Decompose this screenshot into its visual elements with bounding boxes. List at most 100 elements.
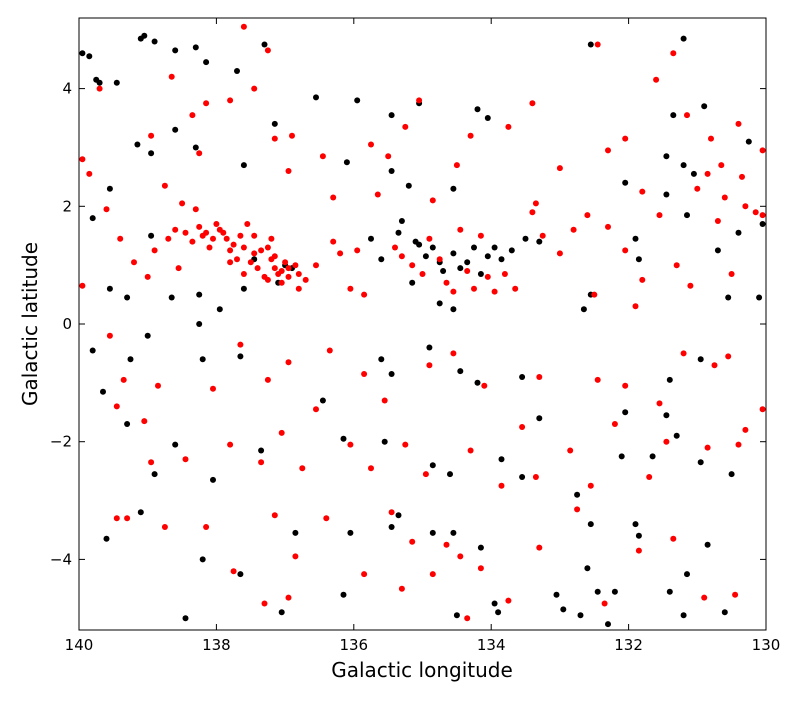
data-point [137,509,144,516]
data-point [103,535,110,542]
data-point [429,197,436,204]
data-point [594,376,601,383]
data-point [278,279,285,286]
data-point [491,244,498,251]
data-point [282,259,289,266]
data-point [240,162,247,169]
data-point [127,356,134,363]
data-point [429,462,436,469]
data-point [429,244,436,251]
data-point [203,59,210,66]
data-point [337,250,344,257]
y-tick-label: 0 [62,315,72,333]
data-point [752,209,759,216]
data-point [295,271,302,277]
data-point [742,203,749,210]
data-point [203,100,210,107]
x-tick-label: 134 [477,636,506,654]
data-point [591,291,598,298]
data-point [292,553,299,560]
data-point [361,571,368,578]
data-point [471,285,477,292]
data-point [86,53,93,60]
data-point [739,173,745,180]
data-point [340,591,347,598]
data-point [649,453,656,460]
x-tick-label: 136 [339,636,368,654]
data-point [587,41,594,48]
data-point [567,447,574,454]
data-point [745,138,752,145]
data-point [611,421,618,427]
data-point [622,382,629,389]
data-point [498,256,505,263]
data-point [656,400,663,407]
data-point [398,218,405,224]
data-point [663,191,670,198]
data-point [381,438,388,445]
data-point [113,515,120,522]
data-point [735,229,742,236]
data-point [694,185,701,192]
data-point [155,382,161,389]
data-point [519,374,526,380]
data-point [285,359,292,366]
data-point [684,571,690,578]
data-point [450,250,457,257]
data-point [622,179,629,186]
data-point [144,332,151,339]
data-point [443,541,450,548]
data-point [690,170,697,177]
data-point [474,106,481,113]
data-point [220,229,227,236]
data-point [368,465,374,472]
y-tick-label: −4 [50,550,72,568]
data-point [113,403,120,410]
data-point [529,100,536,107]
data-point [271,135,278,142]
data-point [271,265,278,272]
data-point [106,285,113,292]
data-point [635,256,642,263]
data-point [673,262,680,269]
data-point [453,612,460,619]
data-point [240,271,247,277]
data-points-layer [79,23,766,628]
data-point [210,476,216,483]
data-point [618,453,625,460]
data-point [240,244,247,251]
data-point [141,418,148,425]
data-point [213,221,220,227]
data-point [237,571,244,578]
data-point [708,135,714,142]
data-point [735,441,742,448]
data-point [711,362,718,369]
data-point [124,294,131,301]
data-point [192,144,199,151]
data-point [398,585,405,592]
data-point [422,253,429,260]
data-point [639,188,646,195]
data-point [471,244,477,251]
data-point [457,553,464,560]
data-point [96,85,103,92]
data-point [666,588,673,595]
data-point [443,279,450,286]
data-point [532,474,539,480]
data-point [285,273,292,280]
data-point [498,482,505,489]
x-tick-label: 140 [65,636,94,654]
data-point [416,241,423,248]
data-point [467,447,474,454]
data-point [622,247,629,254]
data-point [721,194,728,201]
data-point [196,223,203,230]
data-point [192,44,199,51]
data-point [199,232,206,239]
data-point [477,271,484,277]
data-point [622,409,629,416]
data-point [86,170,93,177]
data-point [759,212,766,219]
data-point [505,123,512,130]
